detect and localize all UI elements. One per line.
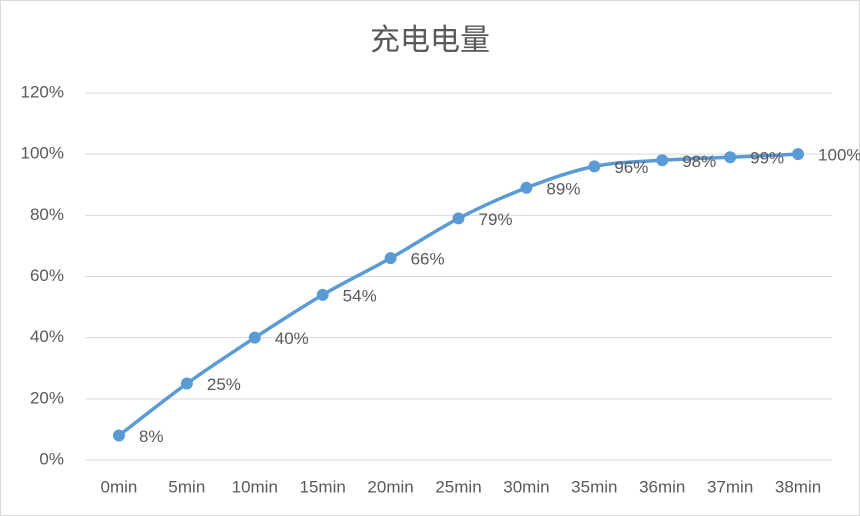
data-label: 89%: [546, 179, 580, 198]
y-tick-label: 20%: [30, 388, 64, 407]
data-label: 54%: [343, 286, 377, 305]
x-tick-label: 30min: [503, 477, 549, 496]
point: [316, 288, 329, 301]
x-tick-label: 20min: [367, 477, 413, 496]
point: [248, 331, 261, 344]
point: [588, 160, 601, 173]
data-label: 99%: [750, 149, 784, 168]
x-tick-label: 37min: [707, 477, 753, 496]
data-label: 25%: [207, 375, 241, 394]
data-label: 96%: [614, 158, 648, 177]
data-label: 100%: [818, 146, 860, 165]
chart-title: 充电电量: [370, 24, 490, 57]
data-label: 66%: [411, 250, 445, 269]
point: [112, 429, 125, 442]
point: [520, 181, 533, 194]
data-label: 8%: [139, 427, 164, 446]
point: [724, 151, 737, 164]
point: [452, 212, 465, 225]
point: [180, 377, 193, 390]
x-tick-label: 5min: [168, 477, 205, 496]
y-tick-label: 100%: [21, 144, 64, 163]
data-label: 79%: [479, 210, 513, 229]
x-tick-label: 36min: [639, 477, 685, 496]
y-tick-label: 80%: [30, 205, 64, 224]
point: [384, 252, 397, 265]
y-tick-label: 40%: [30, 327, 64, 346]
x-tick-label: 35min: [571, 477, 617, 496]
x-tick-label: 25min: [435, 477, 481, 496]
x-tick-label: 38min: [775, 477, 821, 496]
data-label: 40%: [275, 329, 309, 348]
y-tick-label: 60%: [30, 266, 64, 285]
x-tick-label: 15min: [300, 477, 346, 496]
y-tick-label: 120%: [21, 82, 64, 101]
x-tick-label: 10min: [232, 477, 278, 496]
y-tick-label: 0%: [39, 449, 64, 468]
x-tick-label: 0min: [101, 477, 138, 496]
point: [792, 148, 805, 161]
point: [656, 154, 669, 167]
data-label: 98%: [682, 152, 716, 171]
